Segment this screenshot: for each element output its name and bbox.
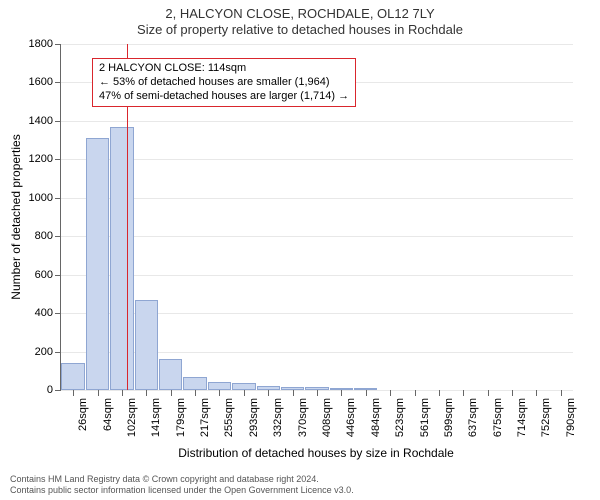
x-tick-label: 141sqm xyxy=(150,398,162,437)
x-tick xyxy=(536,390,537,396)
x-tick-label: 255sqm xyxy=(223,398,235,437)
footer-line-1: Contains HM Land Registry data © Crown c… xyxy=(10,474,354,485)
y-tick-label: 0 xyxy=(47,384,53,396)
x-tick xyxy=(73,390,74,396)
x-tick xyxy=(293,390,294,396)
x-tick-label: 446sqm xyxy=(345,398,357,437)
footer-line-2: Contains public sector information licen… xyxy=(10,485,354,496)
y-tick-label: 1000 xyxy=(29,192,53,204)
y-tick-label: 1600 xyxy=(29,76,53,88)
x-tick xyxy=(415,390,416,396)
y-tick xyxy=(55,121,61,122)
y-tick-label: 1400 xyxy=(29,115,53,127)
y-tick xyxy=(55,44,61,45)
x-tick xyxy=(366,390,367,396)
annotation-box: 2 HALCYON CLOSE: 114sqm ← 53% of detache… xyxy=(92,58,356,107)
histogram-bar xyxy=(183,377,206,390)
histogram-bar xyxy=(110,127,133,390)
chart-container: 2, HALCYON CLOSE, ROCHDALE, OL12 7LY Siz… xyxy=(0,0,600,500)
x-tick-label: 714sqm xyxy=(516,398,528,437)
x-tick xyxy=(146,390,147,396)
x-tick xyxy=(463,390,464,396)
x-tick-label: 64sqm xyxy=(102,398,114,431)
x-tick-label: 293sqm xyxy=(248,398,260,437)
x-tick-label: 179sqm xyxy=(175,398,187,437)
x-tick-label: 675sqm xyxy=(492,398,504,437)
y-gridline xyxy=(61,44,573,45)
y-tick-label: 800 xyxy=(35,230,53,242)
y-tick-label: 600 xyxy=(35,269,53,281)
x-tick-label: 408sqm xyxy=(321,398,333,437)
y-gridline xyxy=(61,159,573,160)
y-tick-label: 1200 xyxy=(29,153,53,165)
y-tick xyxy=(55,275,61,276)
x-tick xyxy=(561,390,562,396)
x-tick xyxy=(512,390,513,396)
y-gridline xyxy=(61,275,573,276)
histogram-bar xyxy=(61,363,84,390)
histogram-bar xyxy=(159,359,182,390)
y-tick-label: 400 xyxy=(35,307,53,319)
x-tick-label: 523sqm xyxy=(394,398,406,437)
y-tick xyxy=(55,390,61,391)
x-tick-label: 599sqm xyxy=(443,398,455,437)
x-tick xyxy=(171,390,172,396)
title-block: 2, HALCYON CLOSE, ROCHDALE, OL12 7LY Siz… xyxy=(0,6,600,37)
x-tick-label: 484sqm xyxy=(370,398,382,437)
histogram-bar xyxy=(135,300,158,390)
x-tick xyxy=(195,390,196,396)
y-gridline xyxy=(61,121,573,122)
title-line-1: 2, HALCYON CLOSE, ROCHDALE, OL12 7LY xyxy=(0,6,600,22)
annotation-line-3: 47% of semi-detached houses are larger (… xyxy=(99,90,349,104)
y-gridline xyxy=(61,236,573,237)
x-tick xyxy=(439,390,440,396)
x-tick xyxy=(488,390,489,396)
y-tick xyxy=(55,198,61,199)
x-tick-label: 752sqm xyxy=(540,398,552,437)
y-gridline xyxy=(61,198,573,199)
x-tick-label: 102sqm xyxy=(126,398,138,437)
y-tick-label: 1800 xyxy=(29,38,53,50)
x-tick-label: 217sqm xyxy=(199,398,211,437)
x-tick xyxy=(122,390,123,396)
x-tick-label: 370sqm xyxy=(297,398,309,437)
x-tick-label: 790sqm xyxy=(565,398,577,437)
y-tick-label: 200 xyxy=(35,346,53,358)
x-tick xyxy=(268,390,269,396)
y-tick xyxy=(55,159,61,160)
x-tick xyxy=(219,390,220,396)
x-tick xyxy=(390,390,391,396)
y-axis-label: Number of detached properties xyxy=(9,134,23,299)
x-tick-label: 561sqm xyxy=(419,398,431,437)
y-tick xyxy=(55,236,61,237)
footer: Contains HM Land Registry data © Crown c… xyxy=(10,474,354,497)
title-line-2: Size of property relative to detached ho… xyxy=(0,22,600,38)
histogram-bar xyxy=(232,383,255,390)
x-tick xyxy=(341,390,342,396)
histogram-bar xyxy=(86,138,109,390)
annotation-line-2: ← 53% of detached houses are smaller (1,… xyxy=(99,76,349,90)
histogram-bar xyxy=(208,382,231,390)
x-tick-label: 637sqm xyxy=(467,398,479,437)
x-tick xyxy=(317,390,318,396)
y-tick xyxy=(55,82,61,83)
x-axis-label: Distribution of detached houses by size … xyxy=(178,446,454,460)
y-tick xyxy=(55,313,61,314)
x-tick-label: 26sqm xyxy=(77,398,89,431)
x-tick-label: 332sqm xyxy=(272,398,284,437)
annotation-line-1: 2 HALCYON CLOSE: 114sqm xyxy=(99,62,349,76)
x-tick xyxy=(98,390,99,396)
x-tick xyxy=(244,390,245,396)
y-tick xyxy=(55,352,61,353)
